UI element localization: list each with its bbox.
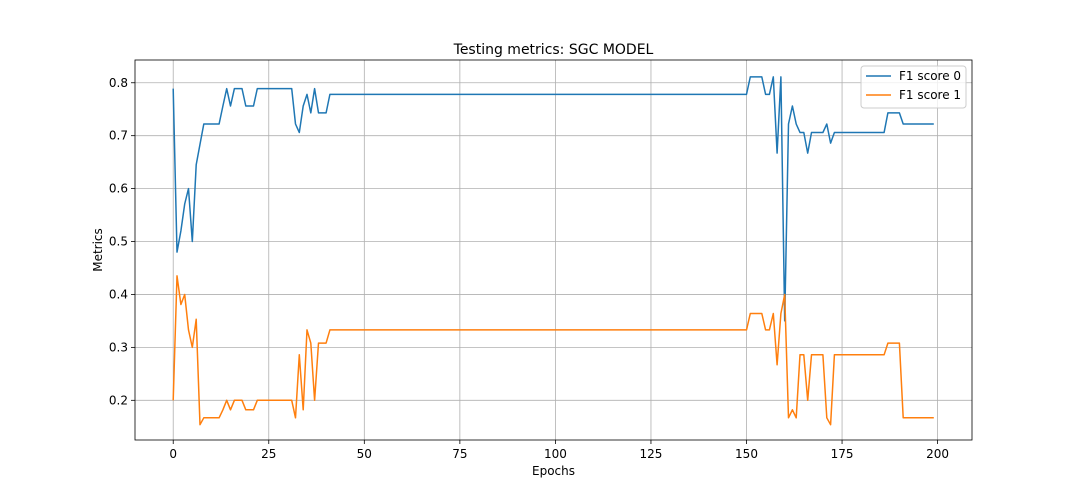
- legend: F1 score 0 F1 score 1: [860, 65, 967, 109]
- series-line-f1-score-1: [172, 275, 934, 426]
- x-axis-label: Epochs: [532, 464, 575, 478]
- y-tick-label: 0.2: [109, 393, 128, 407]
- y-tick-label: 0.6: [109, 182, 128, 196]
- y-tick-label: 0.5: [109, 235, 128, 249]
- x-tick-label: 100: [544, 447, 567, 461]
- x-tick-label: 25: [261, 447, 276, 461]
- y-tick-label: 0.3: [109, 340, 128, 354]
- x-tick-label: 0: [169, 447, 177, 461]
- x-axis: 0 25 50 75 100 125 150 175 200: [169, 440, 949, 461]
- x-tick-label: 150: [735, 447, 758, 461]
- x-tick-label: 125: [640, 447, 663, 461]
- legend-label: F1 score 1: [899, 88, 961, 102]
- series-line-f1-score-0: [172, 76, 934, 322]
- y-tick-label: 0.4: [109, 287, 128, 301]
- y-axis-label: Metrics: [91, 228, 105, 272]
- legend-label: F1 score 0: [899, 69, 961, 83]
- x-tick-label: 175: [831, 447, 854, 461]
- chart-title: Testing metrics: SGC MODEL: [453, 42, 654, 58]
- x-tick-label: 50: [357, 447, 372, 461]
- x-tick-label: 75: [452, 447, 467, 461]
- x-tick-label: 200: [926, 447, 949, 461]
- y-tick-label: 0.7: [109, 129, 128, 143]
- y-tick-label: 0.8: [109, 76, 128, 90]
- series-lines: [172, 76, 934, 426]
- y-axis: 0.2 0.3 0.4 0.5 0.6 0.7 0.8: [109, 76, 135, 407]
- plot-frame: [134, 59, 973, 441]
- plot-area: [135, 60, 972, 440]
